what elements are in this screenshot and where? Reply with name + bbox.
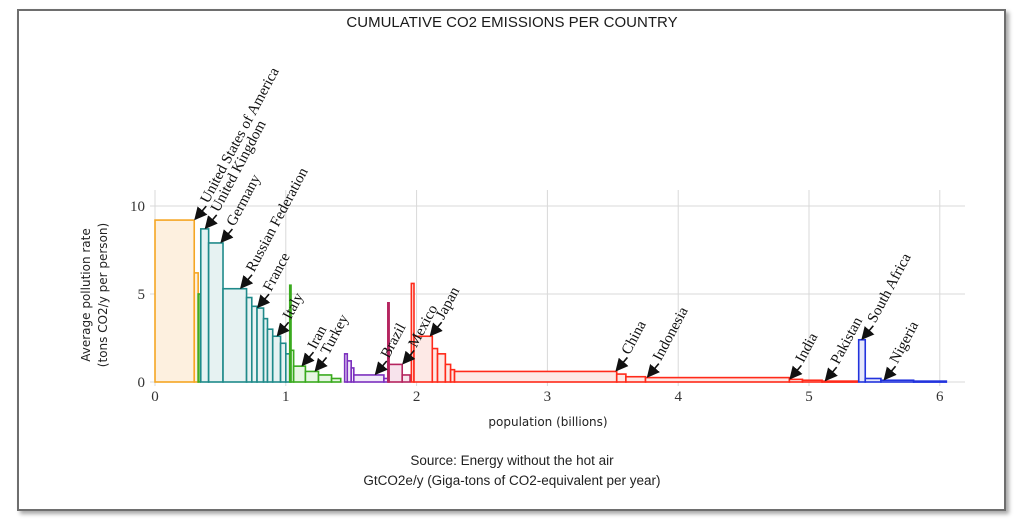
annotation-label: United States of America [198, 65, 283, 206]
x-tick-label: 6 [936, 389, 944, 405]
annotation-arrow [646, 363, 660, 378]
bar [271, 335, 282, 383]
annotation-label: Brazil [378, 321, 409, 361]
bar [857, 338, 867, 383]
y-axis-label-line2: (tons CO2/y per person) [96, 223, 110, 367]
bar [256, 307, 265, 383]
annotation-label: India [793, 330, 822, 365]
bar [801, 379, 823, 383]
bar [436, 353, 447, 383]
tick-labels: 0 1 2 3 4 5 6 0 5 10 [130, 199, 944, 405]
chart-title: CUMULATIVE CO2 EMISSIONS PER COUNTRY [346, 14, 677, 31]
annotation-arrow [314, 356, 328, 372]
annotation-arrow [861, 325, 875, 340]
bar [317, 374, 333, 383]
x-tick-label: 0 [151, 389, 159, 405]
bar [388, 363, 404, 383]
annotation-arrow [276, 321, 290, 337]
x-tick-label: 1 [282, 389, 290, 405]
bar [453, 370, 618, 383]
annotation-arrow [220, 228, 234, 244]
annotation-label: South Africa [865, 251, 915, 326]
bar [788, 378, 804, 383]
bar [154, 219, 196, 383]
y-axis-label-line1: Average pollution rate [79, 228, 93, 362]
bar [197, 293, 201, 383]
annotation-label: Nigeria [887, 319, 922, 367]
annotation-arrow [194, 205, 208, 221]
bar [222, 287, 248, 383]
annotation-arrow [402, 349, 416, 365]
bar [199, 228, 210, 383]
annotation-label: Japan [433, 284, 463, 322]
annotation-arrow [824, 366, 838, 382]
annotation-arrow [429, 321, 443, 337]
y-axis-label: Average pollution rate (tons CO2/y per p… [79, 223, 110, 367]
y-tick-label: 0 [138, 375, 146, 391]
annotation-arrow [301, 351, 315, 367]
caption-units: GtCO2e/y (Giga-tons of CO2-equivalent pe… [363, 473, 660, 488]
annotation-arrow [374, 360, 388, 376]
x-axis-label: population (billions) [488, 415, 607, 429]
bar [864, 377, 882, 383]
annotation-arrow [239, 274, 254, 289]
x-tick-label: 4 [674, 389, 682, 405]
caption-source: Source: Energy without the hot air [410, 453, 614, 468]
x-tick-label: 2 [413, 389, 421, 405]
annotation-label: China [619, 318, 650, 357]
annotation-arrow [789, 364, 803, 380]
bars [154, 219, 948, 383]
bar [292, 365, 307, 383]
bar [410, 282, 415, 383]
y-tick-label: 10 [130, 199, 145, 215]
bar [304, 370, 320, 383]
bar [401, 374, 411, 383]
bar [625, 375, 647, 383]
bar [880, 379, 915, 383]
annotation-label: Indonesia [650, 304, 692, 363]
bar [207, 242, 224, 383]
bar [615, 373, 627, 383]
annotation-arrow [204, 214, 218, 230]
bar [644, 376, 791, 383]
annotation-label: Italy [280, 290, 307, 322]
bar [330, 377, 342, 383]
x-tick-label: 3 [544, 389, 552, 405]
bar [821, 380, 859, 383]
annotation-arrow [256, 293, 271, 309]
x-tick-label: 5 [805, 389, 813, 405]
bar [353, 374, 385, 383]
annotation-arrow [883, 365, 897, 381]
bar [912, 380, 948, 383]
y-tick-label: 5 [138, 287, 146, 303]
annotation-arrow [615, 356, 629, 372]
